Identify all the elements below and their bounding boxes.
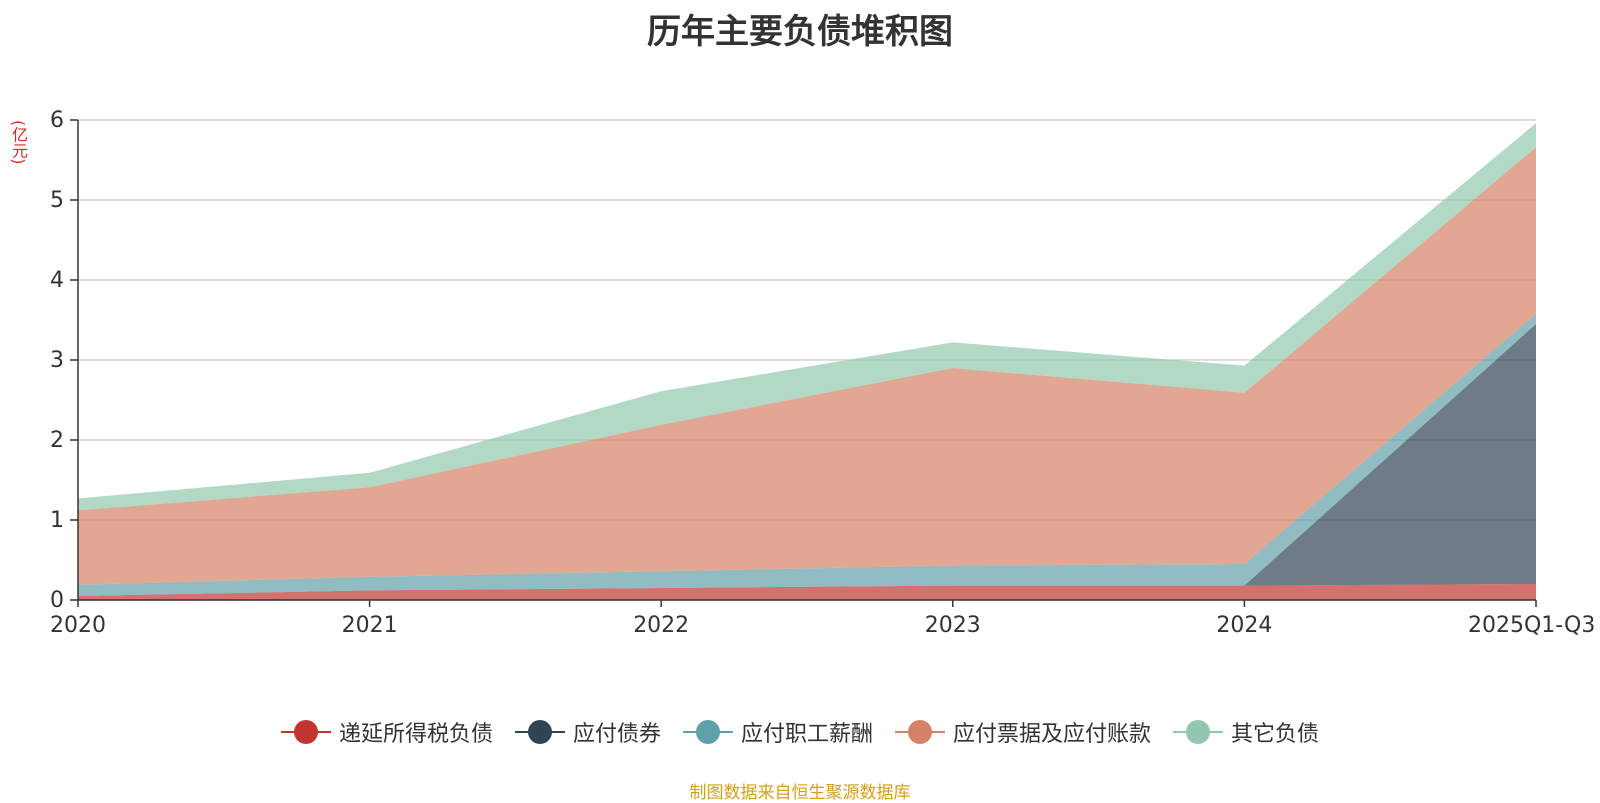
source-note: 制图数据来自恒生聚源数据库 xyxy=(689,783,911,803)
legend-label: 应付票据及应付账款 xyxy=(953,722,1152,747)
x-tick-label: 2024 xyxy=(1216,613,1272,638)
y-tick-label: 2 xyxy=(50,428,64,453)
legend-label: 其它负债 xyxy=(1231,722,1320,747)
y-tick-label: 1 xyxy=(50,508,64,533)
legend-marker-icon xyxy=(682,719,733,745)
x-tick-label: 2020 xyxy=(50,613,106,638)
y-tick-label: 4 xyxy=(50,268,64,293)
chart-title: 历年主要负债堆积图 xyxy=(647,12,953,52)
legend-marker-icon xyxy=(280,719,331,745)
area-series-0[interactable] xyxy=(78,584,1536,600)
legend-item-3[interactable]: 应付票据及应付账款 xyxy=(895,716,1151,748)
legend: 递延所得税负债 应付债券 应付职工薪酬 应付票据及应付账款 其它负债 xyxy=(0,716,1600,748)
axis-layer: 0 1 2 3 4 5 6 2020 2021 2022 2023 2024 2025Q1-Q3 xyxy=(50,108,1595,638)
y-tick-label: 5 xyxy=(50,188,64,213)
x-tick-label: 2023 xyxy=(925,613,981,638)
legend-label: 应付职工薪酬 xyxy=(740,722,873,747)
area-layer xyxy=(78,123,1536,600)
legend-marker-icon xyxy=(1173,719,1224,745)
legend-label: 应付债券 xyxy=(572,722,661,747)
area-series-1[interactable] xyxy=(78,324,1536,596)
legend-item-2[interactable]: 应付职工薪酬 xyxy=(682,716,873,748)
y-tick-label: 0 xyxy=(50,588,64,613)
y-axis-unit-label: (亿元) xyxy=(9,120,28,165)
legend-item-0[interactable]: 递延所得税负债 xyxy=(280,716,493,748)
legend-item-4[interactable]: 其它负债 xyxy=(1173,716,1319,748)
legend-marker-icon xyxy=(514,719,565,745)
y-tick-label: 6 xyxy=(50,108,64,133)
legend-marker-icon xyxy=(895,719,945,745)
x-tick-label: 2022 xyxy=(633,613,689,638)
legend-label: 递延所得税负债 xyxy=(338,722,493,747)
x-tick-label: 2025Q1-Q3 xyxy=(1468,613,1595,638)
y-tick-label: 3 xyxy=(50,348,64,373)
legend-item-1[interactable]: 应付债券 xyxy=(514,716,661,748)
area-series-3[interactable] xyxy=(78,147,1536,585)
x-tick-label: 2021 xyxy=(342,613,398,638)
